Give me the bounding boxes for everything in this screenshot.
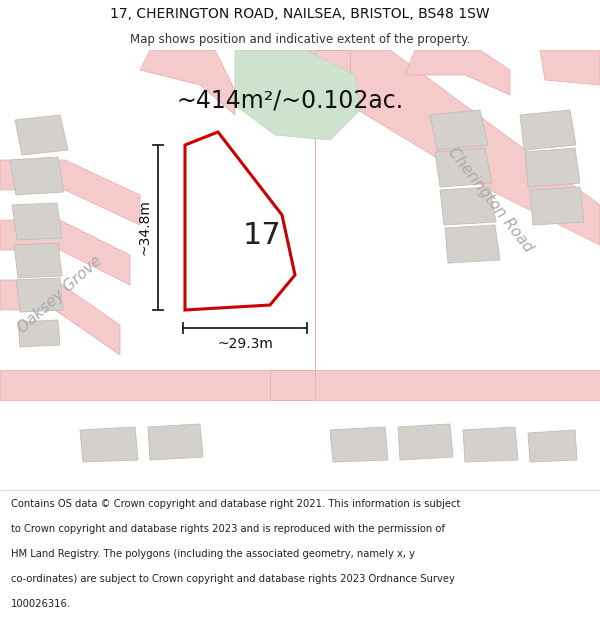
Text: HM Land Registry. The polygons (including the associated geometry, namely x, y: HM Land Registry. The polygons (includin… xyxy=(11,549,415,559)
Polygon shape xyxy=(330,427,388,462)
Polygon shape xyxy=(540,50,600,85)
Polygon shape xyxy=(398,424,453,460)
Polygon shape xyxy=(440,187,496,225)
Polygon shape xyxy=(270,50,350,400)
Polygon shape xyxy=(0,280,120,355)
Polygon shape xyxy=(520,110,576,150)
Polygon shape xyxy=(430,110,488,150)
Polygon shape xyxy=(235,50,360,140)
Text: Map shows position and indicative extent of the property.: Map shows position and indicative extent… xyxy=(130,32,470,46)
Text: to Crown copyright and database rights 2023 and is reproduced with the permissio: to Crown copyright and database rights 2… xyxy=(11,524,445,534)
Polygon shape xyxy=(16,278,63,312)
Text: 17: 17 xyxy=(242,221,281,249)
Polygon shape xyxy=(530,187,584,225)
Polygon shape xyxy=(12,203,62,240)
Polygon shape xyxy=(148,424,203,460)
Polygon shape xyxy=(14,243,62,278)
Polygon shape xyxy=(405,50,510,95)
Polygon shape xyxy=(0,370,600,400)
Text: ~414m²/~0.102ac.: ~414m²/~0.102ac. xyxy=(176,88,404,112)
Text: 100026316.: 100026316. xyxy=(11,599,71,609)
Text: ~29.3m: ~29.3m xyxy=(217,337,273,351)
Text: Cherington Road: Cherington Road xyxy=(445,145,535,255)
Text: Contains OS data © Crown copyright and database right 2021. This information is : Contains OS data © Crown copyright and d… xyxy=(11,499,460,509)
Polygon shape xyxy=(15,115,68,155)
Text: Oaksey Grove: Oaksey Grove xyxy=(15,254,105,336)
Polygon shape xyxy=(300,50,600,245)
Polygon shape xyxy=(80,427,138,462)
Text: 17, CHERINGTON ROAD, NAILSEA, BRISTOL, BS48 1SW: 17, CHERINGTON ROAD, NAILSEA, BRISTOL, B… xyxy=(110,7,490,21)
Polygon shape xyxy=(445,225,500,263)
Polygon shape xyxy=(435,148,492,187)
Polygon shape xyxy=(463,427,518,462)
Text: ~34.8m: ~34.8m xyxy=(137,199,151,256)
Text: co-ordinates) are subject to Crown copyright and database rights 2023 Ordnance S: co-ordinates) are subject to Crown copyr… xyxy=(11,574,455,584)
Polygon shape xyxy=(18,320,60,347)
Polygon shape xyxy=(0,220,130,285)
Polygon shape xyxy=(185,132,295,310)
Polygon shape xyxy=(10,157,64,195)
Polygon shape xyxy=(0,160,140,225)
Polygon shape xyxy=(140,50,235,115)
Polygon shape xyxy=(528,430,577,462)
Polygon shape xyxy=(525,148,580,187)
